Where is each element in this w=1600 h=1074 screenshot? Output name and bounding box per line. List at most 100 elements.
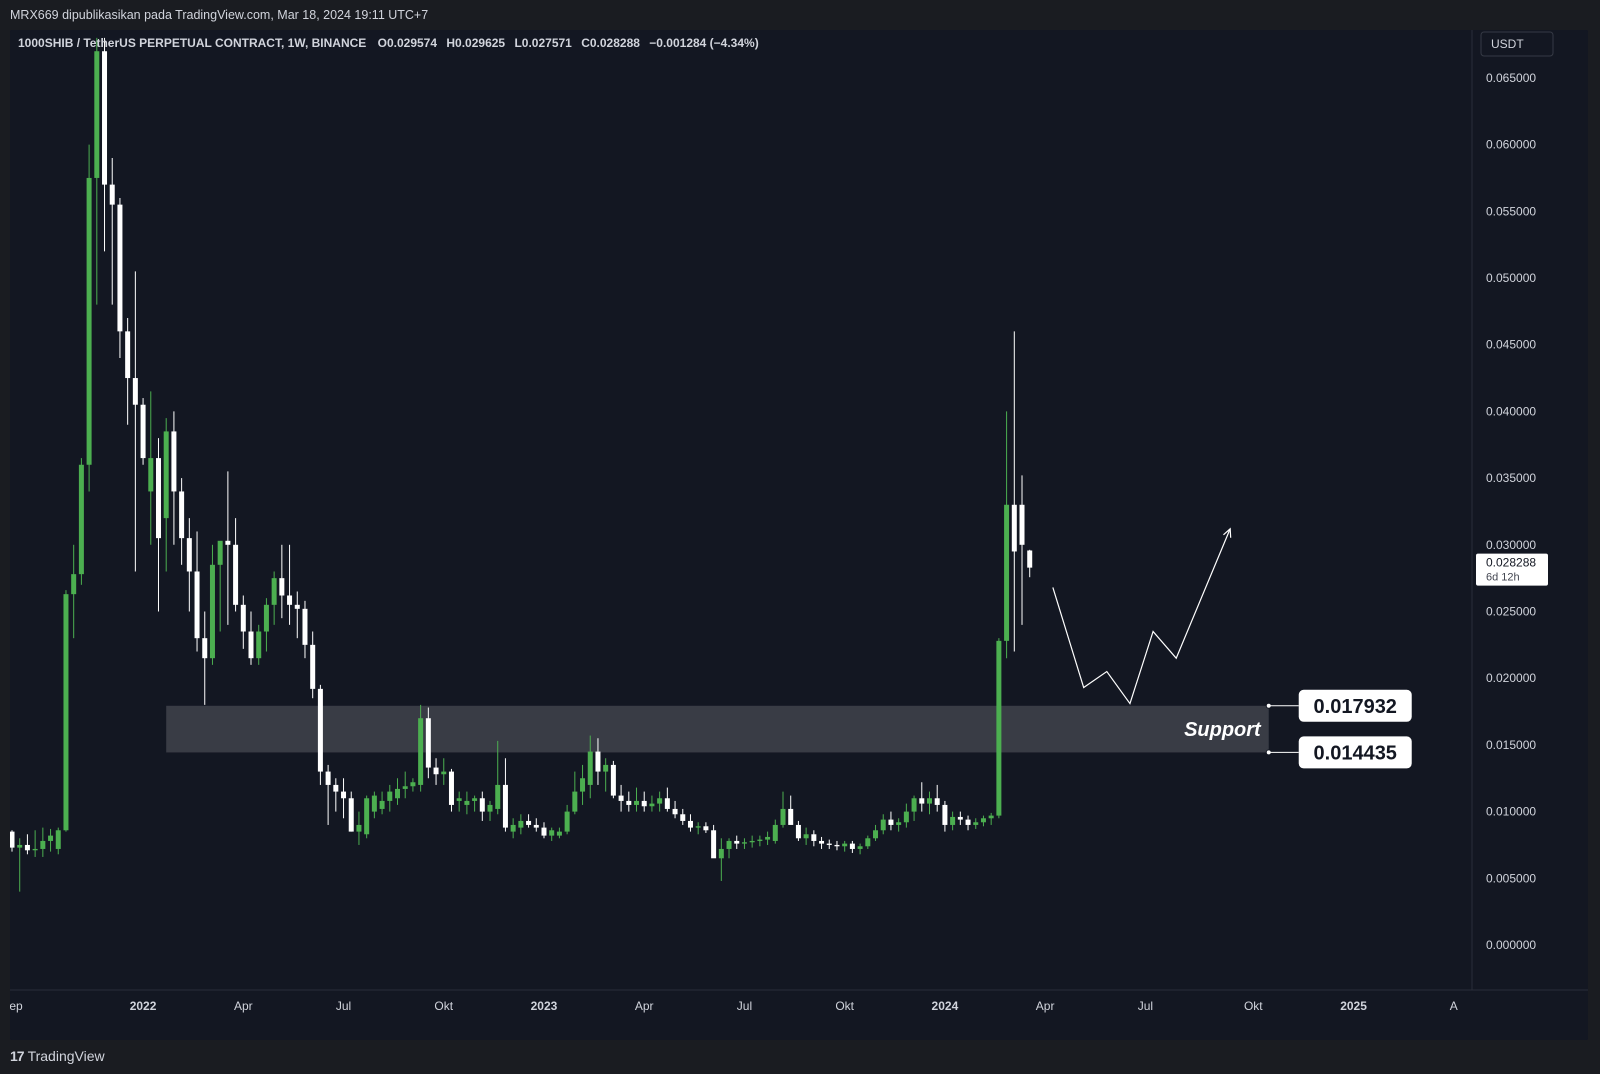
- candle-body: [965, 819, 971, 825]
- candle-body: [240, 604, 246, 632]
- time-axis[interactable]: Sep 2022 Apr Jul Okt 2023 Apr Jul Okt 2024 Apr Jul O…: [10, 999, 1458, 1013]
- candle-body: [217, 540, 223, 565]
- candle-body: [795, 824, 801, 839]
- candle-body: [695, 826, 701, 828]
- candle-body: [980, 818, 986, 823]
- support-lower-label-bg: [1298, 736, 1412, 769]
- candle-body: [1027, 550, 1033, 568]
- candle-body: [225, 540, 231, 545]
- publish-note: MRX669 dipublikasikan pada TradingView.c…: [10, 8, 429, 22]
- tradingview-brand[interactable]: 17 TradingView: [10, 1048, 105, 1064]
- price-tick: 0.010000: [1486, 805, 1536, 819]
- candle-body: [371, 795, 377, 812]
- candle-body: [757, 839, 763, 841]
- time-tick: Okt: [434, 999, 453, 1013]
- time-tick: Sep: [10, 999, 23, 1013]
- candle-body: [803, 834, 809, 839]
- candle-body: [117, 204, 123, 332]
- price-tick: 0.060000: [1486, 138, 1536, 152]
- candle-body: [94, 51, 100, 178]
- candle-body: [957, 816, 963, 820]
- price-tick: 0.055000: [1486, 204, 1536, 218]
- candle-body: [950, 816, 956, 825]
- candle-body: [271, 578, 277, 605]
- support-lower-label: 0.014435: [1314, 742, 1397, 764]
- price-tick: 0.045000: [1486, 338, 1536, 352]
- candle-body: [896, 822, 902, 825]
- candle-body: [364, 798, 370, 835]
- candle-body: [109, 184, 115, 205]
- price-axis[interactable]: 0.065000 0.060000 0.055000 0.050000 0.045000…: [1486, 71, 1536, 952]
- candle-body: [402, 786, 408, 789]
- brand-label: TradingView: [27, 1048, 105, 1064]
- price-tick: 0.050000: [1486, 271, 1536, 285]
- current-price-label: 0.028288 6d 12h: [1476, 553, 1548, 586]
- candlestick-chart[interactable]: Support 0.017932 0.014435 0.065000 0.060000…: [10, 30, 1588, 1040]
- candle-body: [826, 843, 832, 845]
- candle-body: [287, 595, 293, 605]
- candle-body: [341, 791, 347, 799]
- price-tick: 0.020000: [1486, 671, 1536, 685]
- time-tick: Jul: [1138, 999, 1153, 1013]
- candle-body: [17, 844, 23, 848]
- candle-body: [132, 378, 138, 405]
- candle-body: [479, 798, 485, 812]
- candle-body: [387, 791, 393, 801]
- candle-body: [433, 767, 439, 775]
- candle-body: [1004, 504, 1010, 641]
- candle-body: [772, 824, 778, 841]
- candle-body: [495, 784, 501, 809]
- candle-body: [356, 824, 362, 832]
- candle-body: [780, 808, 786, 825]
- candle-body: [510, 824, 516, 832]
- candle-body: [618, 795, 624, 801]
- candle-body: [734, 840, 740, 844]
- legend-open: 0.029574: [387, 36, 437, 50]
- candle-body: [865, 838, 871, 847]
- candle-body: [610, 764, 616, 796]
- candle-body: [996, 640, 1002, 816]
- candle-body: [518, 820, 524, 828]
- candle-body: [703, 826, 709, 831]
- chart-frame[interactable]: Support 0.017932 0.014435 0.065000 0.060000…: [10, 30, 1588, 1040]
- candle-body: [418, 718, 424, 785]
- candle-body: [395, 788, 400, 799]
- candle-body: [564, 811, 570, 832]
- candle-body: [687, 820, 693, 828]
- candle-body: [464, 800, 470, 805]
- candle-body: [248, 631, 254, 659]
- candle-body: [441, 771, 447, 775]
- currency-badge[interactable]: [1480, 31, 1554, 57]
- candle-body: [942, 804, 948, 825]
- candle-body: [48, 835, 54, 841]
- candle-body: [919, 798, 925, 804]
- candle-body: [572, 791, 578, 812]
- support-layer: Support 0.017932 0.014435: [166, 689, 1412, 769]
- time-tick: 2023: [531, 999, 558, 1013]
- candle-body: [765, 836, 771, 840]
- candle-body: [549, 830, 555, 836]
- price-tick: 0.035000: [1486, 471, 1536, 485]
- candle-body: [202, 638, 208, 659]
- chart-background: [10, 30, 1588, 1040]
- price-tick: 0.005000: [1486, 871, 1536, 885]
- legend-high: 0.029625: [455, 36, 505, 50]
- candle-body: [333, 784, 339, 792]
- time-tick: Apr: [234, 999, 253, 1013]
- candle-body: [811, 834, 817, 841]
- time-tick: 2025: [1340, 999, 1367, 1013]
- time-tick: Apr: [635, 999, 654, 1013]
- candle-body: [680, 814, 686, 821]
- price-tick: 0.015000: [1486, 738, 1536, 752]
- candle-body: [63, 594, 69, 831]
- candle-body: [140, 404, 146, 459]
- candle-body: [842, 843, 848, 847]
- projection-layer: [1052, 527, 1232, 705]
- candle-body: [410, 782, 416, 787]
- candle-body: [888, 819, 894, 825]
- candle-body: [263, 604, 269, 632]
- candle-body: [1019, 504, 1025, 545]
- candle-body: [857, 846, 863, 849]
- candle-body: [711, 830, 717, 859]
- candle-body: [626, 800, 632, 805]
